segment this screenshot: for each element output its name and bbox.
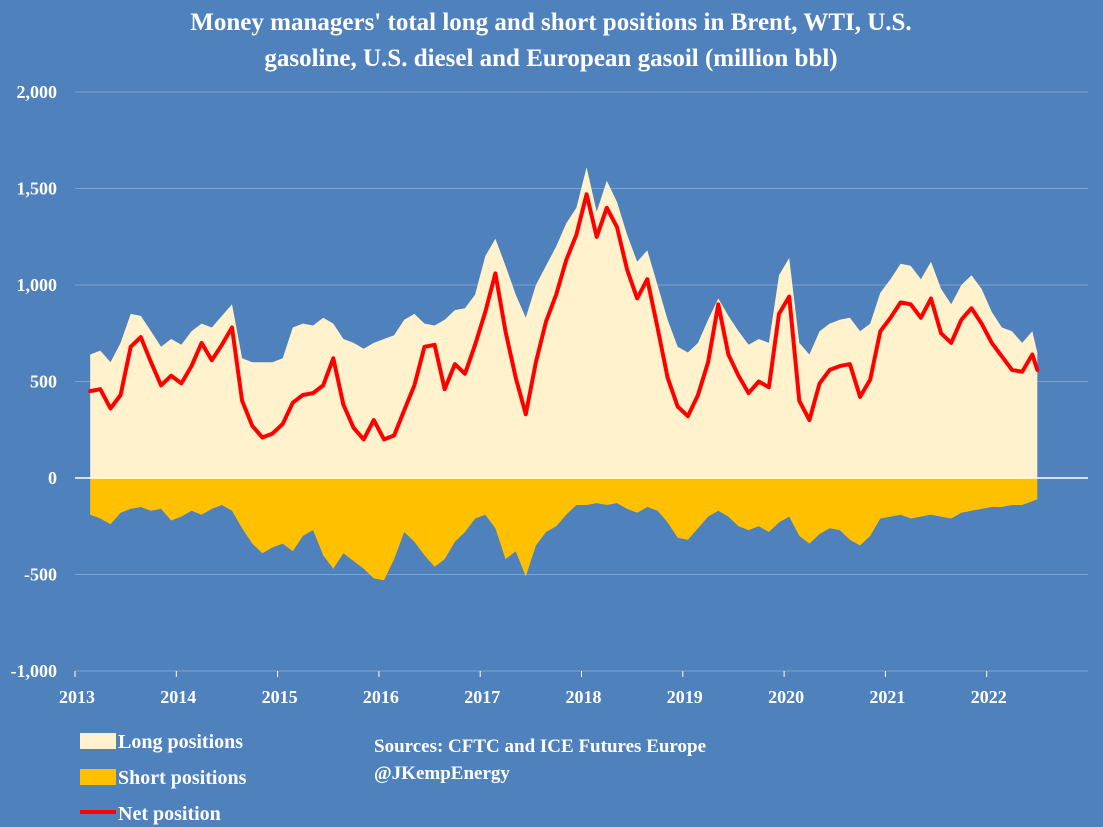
x-tick-label: 2013 [59, 687, 95, 707]
chart-title-line1: Money managers' total long and short pos… [190, 9, 911, 36]
y-tick-label: -500 [24, 565, 57, 585]
y-tick-label: 1,500 [17, 179, 58, 199]
series-area-long-positions [90, 167, 1038, 479]
legend-swatch-long [80, 733, 116, 749]
sources-line1: Sources: CFTC and ICE Futures Europe [374, 736, 706, 757]
legend-swatch-short [80, 769, 116, 785]
legend-label-short: Short positions [118, 767, 247, 789]
legend-label-long: Long positions [118, 731, 243, 753]
x-tick-label: 2022 [971, 687, 1007, 707]
series-area-short-positions [90, 478, 1038, 581]
x-tick-label: 2017 [464, 687, 500, 707]
x-tick-label: 2020 [768, 687, 804, 707]
y-tick-label: 2,000 [17, 82, 58, 102]
y-tick-label: 500 [30, 372, 57, 392]
series-areas [90, 167, 1038, 581]
y-tick-label: 1,000 [17, 275, 58, 295]
x-tick-label: 2015 [262, 687, 298, 707]
legend: Long positions Short positions Net posit… [80, 731, 247, 825]
y-axis-ticks: 2,000 1,500 1,000 500 0 -500 -1,000 [11, 82, 58, 681]
y-tick-label: -1,000 [11, 661, 58, 681]
series-line-net-position [88, 192, 1040, 442]
x-tick-label: 2014 [160, 687, 196, 707]
y-tick-label: 0 [48, 468, 57, 488]
chart-title-line2: gasoline, U.S. diesel and European gasoi… [264, 45, 837, 72]
legend-label-net: Net position [118, 803, 221, 825]
x-axis-ticks: 2013 2014 2015 2016 2017 2018 2019 2020 2021 2022 [59, 671, 1007, 707]
sources: Sources: CFTC and ICE Futures Europe @JK… [374, 736, 706, 784]
x-tick-label: 2018 [566, 687, 602, 707]
x-tick-label: 2016 [363, 687, 399, 707]
x-tick-label: 2021 [869, 687, 905, 707]
sources-line2: @JKempEnergy [374, 763, 510, 784]
series-lines [88, 192, 1040, 442]
x-tick-label: 2019 [667, 687, 703, 707]
